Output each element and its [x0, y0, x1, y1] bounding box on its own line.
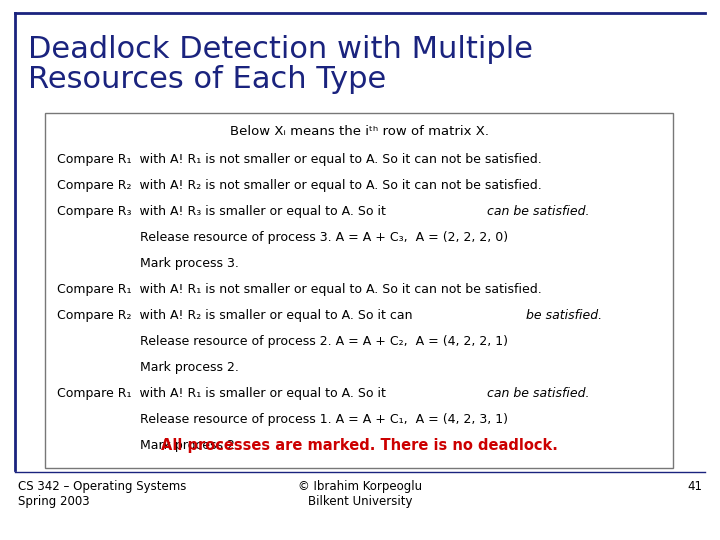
Text: Release resource of process 2. A = A + C₂,  A = (4, 2, 2, 1): Release resource of process 2. A = A + C…	[140, 335, 508, 348]
Text: Below Xᵢ means the iᵗʰ row of matrix X.: Below Xᵢ means the iᵗʰ row of matrix X.	[230, 125, 488, 138]
Text: Mark process 3.: Mark process 3.	[140, 257, 239, 270]
Text: © Ibrahim Korpeoglu: © Ibrahim Korpeoglu	[298, 480, 422, 493]
Text: Release resource of process 3. A = A + C₃,  A = (2, 2, 2, 0): Release resource of process 3. A = A + C…	[140, 231, 508, 244]
Text: CS 342 – Operating Systems: CS 342 – Operating Systems	[18, 480, 186, 493]
Text: Mark process 2.: Mark process 2.	[140, 361, 239, 374]
Text: All processes are marked. There is no deadlock.: All processes are marked. There is no de…	[161, 438, 557, 453]
Text: Deadlock Detection with Multiple: Deadlock Detection with Multiple	[28, 35, 533, 64]
Text: Mark process 2.: Mark process 2.	[140, 439, 239, 452]
Text: Release resource of process 1. A = A + C₁,  A = (4, 2, 3, 1): Release resource of process 1. A = A + C…	[140, 413, 508, 426]
Text: Compare R₁  with A! R₁ is smaller or equal to A. So it: Compare R₁ with A! R₁ is smaller or equa…	[57, 387, 390, 400]
Text: be satisfied.: be satisfied.	[526, 309, 602, 322]
Text: can be satisfied.: can be satisfied.	[487, 205, 589, 218]
Text: can be satisfied.: can be satisfied.	[487, 387, 589, 400]
Text: Compare R₃  with A! R₃ is smaller or equal to A. So it: Compare R₃ with A! R₃ is smaller or equa…	[57, 205, 390, 218]
Text: Compare R₂  with A! R₂ is not smaller or equal to A. So it can not be satisfied.: Compare R₂ with A! R₂ is not smaller or …	[57, 179, 541, 192]
Text: Resources of Each Type: Resources of Each Type	[28, 65, 386, 94]
Text: Spring 2003: Spring 2003	[18, 495, 89, 508]
Text: Compare R₂  with A! R₂ is smaller or equal to A. So it can: Compare R₂ with A! R₂ is smaller or equa…	[57, 309, 420, 322]
Bar	[45, 113, 673, 468]
Text: Compare R₁  with A! R₁ is not smaller or equal to A. So it can not be satisfied.: Compare R₁ with A! R₁ is not smaller or …	[57, 283, 541, 296]
Text: Bilkent University: Bilkent University	[307, 495, 413, 508]
Text: 41: 41	[687, 480, 702, 493]
Text: Compare R₁  with A! R₁ is not smaller or equal to A. So it can not be satisfied.: Compare R₁ with A! R₁ is not smaller or …	[57, 153, 541, 166]
